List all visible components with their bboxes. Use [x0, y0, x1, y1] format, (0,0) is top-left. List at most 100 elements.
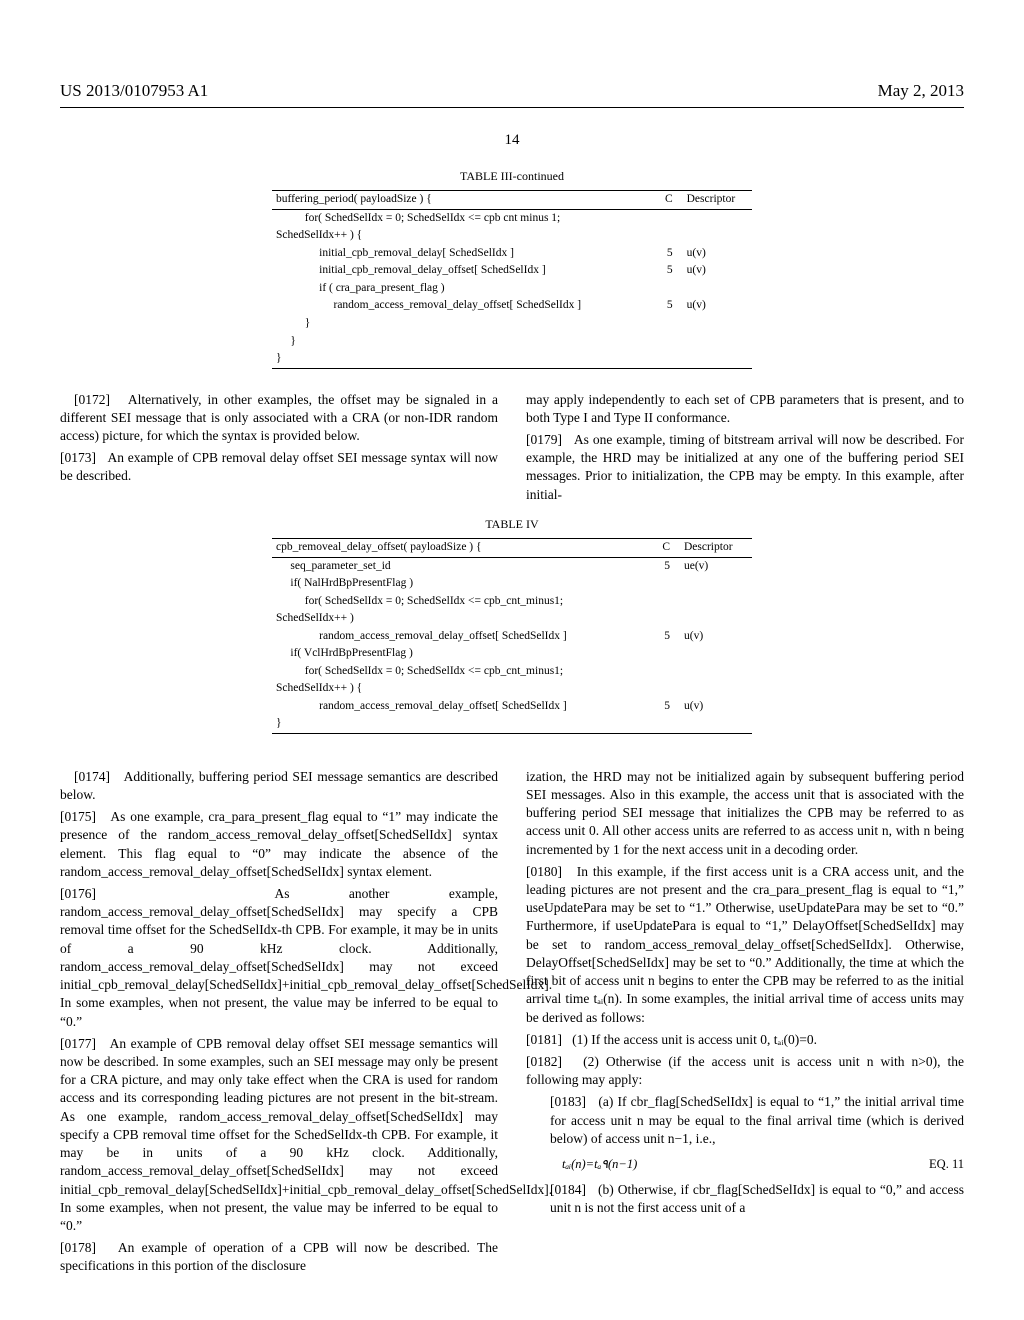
table-cell — [656, 350, 683, 368]
para-0177: [0177] An example of CPB removal delay o… — [60, 1035, 498, 1235]
table3: buffering_period( payloadSize ) { C Desc… — [272, 190, 752, 370]
table3-caption: TABLE III-continued — [60, 168, 964, 184]
table-cell: seq_parameter_set_id — [272, 557, 652, 575]
table-cell: u(v) — [680, 628, 752, 646]
publication-number: US 2013/0107953 A1 — [60, 80, 208, 103]
para-text: (2) Otherwise (if the access unit is acc… — [526, 1054, 964, 1087]
para-0176: [0176] As another example, random_access… — [60, 885, 498, 1031]
table3-head-1: C — [656, 191, 683, 210]
para-0181: [0181] (1) If the access unit is access … — [526, 1031, 964, 1049]
table-cell: SchedSelIdx++ ) — [272, 610, 652, 628]
para-0179b: ization, the HRD may not be initialized … — [526, 768, 964, 859]
table-cell: if ( cra_para_present_flag ) — [272, 280, 656, 298]
table-cell — [652, 593, 680, 611]
table3-head-2: Descriptor — [683, 191, 752, 210]
table-cell: for( SchedSelIdx = 0; SchedSelIdx <= cpb… — [272, 593, 652, 611]
para-text: An example of CPB removal delay offset S… — [60, 450, 498, 483]
table-cell — [652, 645, 680, 663]
table-cell: SchedSelIdx++ ) { — [272, 680, 652, 698]
para-number: [0180] — [526, 864, 562, 879]
table-cell: for( SchedSelIdx = 0; SchedSelIdx <= cpb… — [272, 663, 652, 681]
table-cell — [680, 715, 752, 733]
table-cell — [680, 680, 752, 698]
table-cell: u(v) — [683, 262, 752, 280]
table-cell — [683, 209, 752, 227]
para-0184: [0184] (b) Otherwise, if cbr_flag[SchedS… — [550, 1181, 964, 1217]
para-number: [0178] — [60, 1240, 96, 1255]
para-0179: [0179] As one example, timing of bitstre… — [526, 431, 964, 504]
para-number: [0183] — [550, 1094, 586, 1109]
table4-head-1: C — [652, 539, 680, 558]
table-cell: } — [272, 350, 656, 368]
table-cell: } — [272, 715, 652, 733]
table-cell — [656, 280, 683, 298]
para-0175: [0175] As one example, cra_para_present_… — [60, 808, 498, 881]
table-cell — [680, 645, 752, 663]
table-cell: 5 — [652, 628, 680, 646]
para-0178: [0178] An example of operation of a CPB … — [60, 1239, 498, 1275]
table-cell: 5 — [656, 262, 683, 280]
table-cell — [680, 593, 752, 611]
table-cell — [680, 575, 752, 593]
table-cell — [656, 227, 683, 245]
table4-head-0: cpb_removeal_delay_offset( payloadSize )… — [272, 539, 652, 558]
para-number: [0181] — [526, 1032, 562, 1047]
para-text: As one example, cra_para_present_flag eq… — [60, 809, 498, 879]
table-cell: u(v) — [680, 698, 752, 716]
para-0180: [0180] In this example, if the first acc… — [526, 863, 964, 1027]
para-text: Alternatively, in other examples, the of… — [60, 392, 498, 443]
table-cell: 5 — [652, 698, 680, 716]
para-0173: [0173] An example of CPB removal delay o… — [60, 449, 498, 485]
para-text: (1) If the access unit is access unit 0,… — [572, 1032, 817, 1047]
table-cell — [652, 680, 680, 698]
table-cell — [683, 280, 752, 298]
para-0178b: may apply independently to each set of C… — [526, 391, 964, 427]
table-cell: initial_cpb_removal_delay_offset[ SchedS… — [272, 262, 656, 280]
para-number: [0174] — [74, 769, 110, 784]
para-number: [0172] — [74, 392, 110, 407]
equation-11: tₐᵢ(n)=tₐ٩(n−1) EQ. 11 — [562, 1156, 964, 1173]
table-cell: u(v) — [683, 245, 752, 263]
table-cell: if( NalHrdBpPresentFlag ) — [272, 575, 652, 593]
table4-head-2: Descriptor — [680, 539, 752, 558]
table-cell: ue(v) — [680, 557, 752, 575]
table3-head-0: buffering_period( payloadSize ) { — [272, 191, 656, 210]
table-cell — [652, 663, 680, 681]
table-cell — [656, 333, 683, 351]
table-cell — [652, 575, 680, 593]
equation-formula: tₐᵢ(n)=tₐ٩(n−1) — [562, 1156, 637, 1173]
table-cell: SchedSelIdx++ ) { — [272, 227, 656, 245]
table-cell — [656, 209, 683, 227]
table-cell — [683, 333, 752, 351]
table-cell — [652, 610, 680, 628]
publication-date: May 2, 2013 — [878, 80, 964, 103]
para-0183: [0183] (a) If cbr_flag[SchedSelIdx] is e… — [550, 1093, 964, 1148]
para-text: An example of CPB removal delay offset S… — [60, 1036, 552, 1233]
table-cell: random_access_removal_delay_offset[ Sche… — [272, 698, 652, 716]
table-cell — [683, 350, 752, 368]
table-cell — [680, 663, 752, 681]
para-text: As another example, random_access_remova… — [60, 886, 552, 1029]
table-cell: u(v) — [683, 297, 752, 315]
table-cell: initial_cpb_removal_delay[ SchedSelIdx ] — [272, 245, 656, 263]
para-0172: [0172] Alternatively, in other examples,… — [60, 391, 498, 446]
page-number: 14 — [60, 130, 964, 150]
para-text: An example of operation of a CPB will no… — [60, 1240, 498, 1273]
para-0174: [0174] Additionally, buffering period SE… — [60, 768, 498, 804]
table-cell: random_access_removal_delay_offset[ Sche… — [272, 628, 652, 646]
table4: cpb_removeal_delay_offset( payloadSize )… — [272, 538, 752, 736]
table4-caption: TABLE IV — [60, 516, 964, 532]
table-cell: if( VclHrdBpPresentFlag ) — [272, 645, 652, 663]
table-cell — [683, 315, 752, 333]
para-number: [0177] — [60, 1036, 96, 1051]
table-cell: for( SchedSelIdx = 0; SchedSelIdx <= cpb… — [272, 209, 656, 227]
para-text: (b) Otherwise, if cbr_flag[SchedSelIdx] … — [550, 1182, 964, 1215]
table-cell: random_access_removal_delay_offset[ Sche… — [272, 297, 656, 315]
table-cell: } — [272, 315, 656, 333]
para-number: [0179] — [526, 432, 562, 447]
table-cell: 5 — [656, 245, 683, 263]
para-text: As one example, timing of bitstream arri… — [526, 432, 964, 502]
table-cell: } — [272, 333, 656, 351]
para-text: In this example, if the first access uni… — [526, 864, 964, 1025]
table-cell: 5 — [656, 297, 683, 315]
